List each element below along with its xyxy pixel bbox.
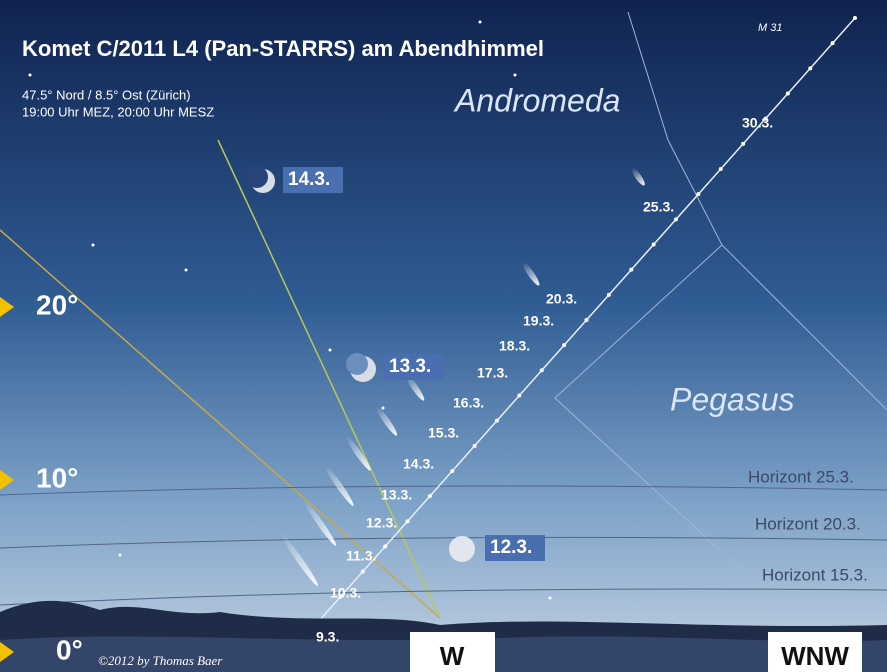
constellation-label: Andromeda [453, 82, 620, 118]
moon [449, 536, 475, 562]
star [382, 407, 385, 410]
comet-date: 20.3. [546, 291, 577, 307]
horizon-label: Horizont 15.3. [762, 565, 868, 584]
comet-date: 13.3. [381, 487, 412, 503]
comet-date: 25.3. [643, 199, 674, 215]
comet-date: 18.3. [499, 338, 530, 354]
moon-shadow [246, 166, 268, 188]
path-dot [741, 142, 745, 146]
star [119, 554, 122, 557]
horizon-label: Horizont 25.3. [748, 467, 854, 486]
star [92, 244, 95, 247]
path-dot [562, 343, 566, 347]
location: 47.5° Nord / 8.5° Ost (Zürich) [22, 87, 191, 102]
path-dot [585, 318, 589, 322]
page: Komet C/2011 L4 (Pan-STARRS) am Abendhim… [0, 0, 887, 672]
title: Komet C/2011 L4 (Pan-STARRS) am Abendhim… [22, 36, 544, 61]
path-dot [517, 394, 521, 398]
copyright: ©2012 by Thomas Baer [98, 653, 223, 668]
comet-date: 17.3. [477, 365, 508, 381]
star [514, 74, 517, 77]
path-dot [607, 293, 611, 297]
path-dot [652, 243, 656, 247]
path-dot [853, 16, 857, 20]
moon-label: 14.3. [288, 169, 330, 190]
path-dot [808, 66, 812, 70]
moon-label: 12.3. [490, 537, 532, 558]
altitude-label: 20° [36, 289, 78, 320]
path-dot [450, 469, 454, 473]
comet-date: 11.3. [346, 548, 376, 564]
sky-chart: Komet C/2011 L4 (Pan-STARRS) am Abendhim… [0, 0, 887, 672]
star [549, 597, 552, 600]
comet-date: 15.3. [428, 425, 459, 441]
moon-label: 13.3. [389, 356, 431, 377]
direction-label: WNW [781, 641, 849, 671]
comet-date: 12.3. [366, 515, 397, 531]
path-dot [696, 192, 700, 196]
path-dot [540, 368, 544, 372]
path-dot [674, 217, 678, 221]
path-dot [629, 268, 633, 272]
comet-date: 30.3. [742, 115, 773, 131]
m31-label: M 31 [758, 22, 782, 34]
star [185, 269, 188, 272]
path-dot [719, 167, 723, 171]
time: 19:00 Uhr MEZ, 20:00 Uhr MESZ [22, 104, 214, 119]
horizon-label: Horizont 20.3. [755, 514, 861, 533]
comet-date: 9.3. [316, 629, 339, 645]
path-dot [406, 519, 410, 523]
path-dot [361, 570, 365, 574]
path-dot [473, 444, 477, 448]
comet-date: 16.3. [453, 395, 484, 411]
path-dot [786, 92, 790, 96]
star [329, 349, 332, 352]
altitude-label: 10° [36, 462, 78, 493]
comet-date: 14.3. [403, 456, 434, 472]
moon-shadow [346, 353, 368, 375]
star [479, 21, 482, 24]
path-dot [495, 419, 499, 423]
comet-date: 19.3. [523, 313, 554, 329]
path-dot [831, 41, 835, 45]
star [29, 74, 32, 77]
direction-label: W [440, 641, 465, 671]
path-dot [383, 545, 387, 549]
comet-date: 10.3. [330, 585, 361, 601]
path-dot [428, 494, 432, 498]
altitude-label: 0° [56, 634, 83, 665]
constellation-label: Pegasus [670, 381, 795, 417]
